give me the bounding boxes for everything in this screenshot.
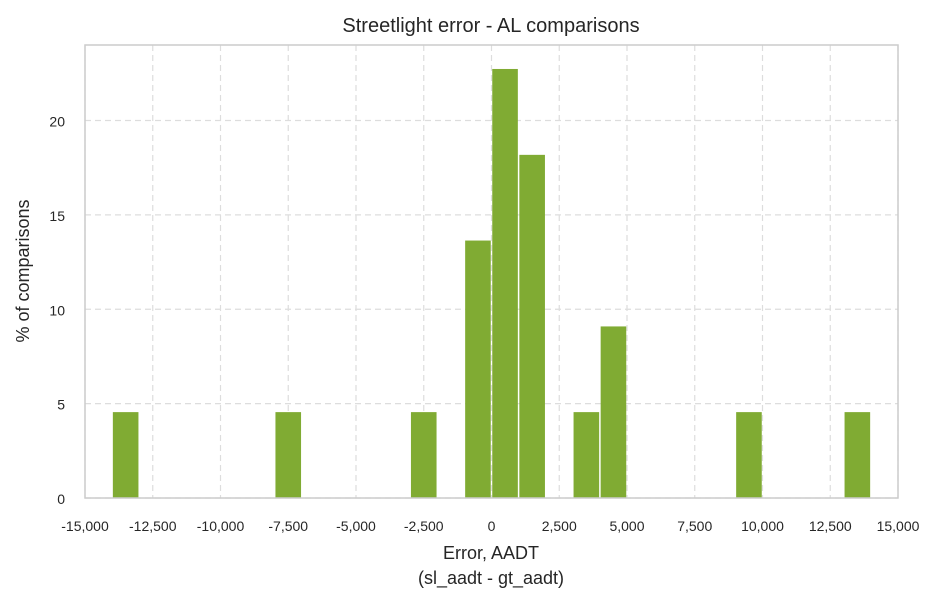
x-tick-label: -2,500 bbox=[404, 518, 444, 534]
x-tick-label: 2,500 bbox=[542, 518, 577, 534]
histogram-bar bbox=[844, 412, 871, 498]
x-tick-label: 10,000 bbox=[741, 518, 784, 534]
y-tick-label: 20 bbox=[49, 114, 65, 130]
x-tick-label: 12,500 bbox=[809, 518, 852, 534]
histogram-bar bbox=[275, 412, 302, 498]
x-tick-label: -7,500 bbox=[268, 518, 308, 534]
bars-group bbox=[112, 68, 871, 499]
y-tick-label: 10 bbox=[49, 302, 65, 318]
histogram-bar bbox=[410, 412, 437, 498]
x-tick-label: -15,000 bbox=[61, 518, 109, 534]
y-tick-label: 5 bbox=[57, 397, 65, 413]
x-tick-label: 0 bbox=[488, 518, 496, 534]
histogram-bar bbox=[112, 412, 139, 498]
y-axis-label: % of comparisons bbox=[13, 199, 33, 342]
x-tick-label: -12,500 bbox=[129, 518, 177, 534]
histogram-bar bbox=[736, 412, 762, 498]
x-axis-label: Error, AADT bbox=[443, 543, 539, 563]
x-tick-labels: -15,000 -12,500 -10,000 -7,500 -5,000 -2,500 0… bbox=[61, 518, 919, 534]
plot-frame bbox=[84, 44, 899, 499]
y-tick-labels: 0 5 10 15 20 bbox=[49, 114, 65, 508]
histogram-bar bbox=[573, 412, 600, 498]
y-tick-label: 0 bbox=[57, 491, 65, 507]
histogram-bar bbox=[600, 326, 627, 498]
y-tick-label: 15 bbox=[49, 208, 65, 224]
chart-title: Streetlight error - AL comparisons bbox=[342, 15, 639, 37]
x-tick-label: -5,000 bbox=[336, 518, 376, 534]
histogram-bar bbox=[492, 68, 518, 498]
histogram-bar bbox=[519, 154, 545, 499]
histogram-bar bbox=[465, 240, 491, 499]
x-tick-label: -10,000 bbox=[197, 518, 245, 534]
x-tick-label: 15,000 bbox=[877, 518, 920, 534]
x-axis-label-subtitle: (sl_aadt - gt_aadt) bbox=[418, 568, 564, 589]
x-tick-label: 5,000 bbox=[609, 518, 644, 534]
x-tick-label: 7,500 bbox=[677, 518, 712, 534]
